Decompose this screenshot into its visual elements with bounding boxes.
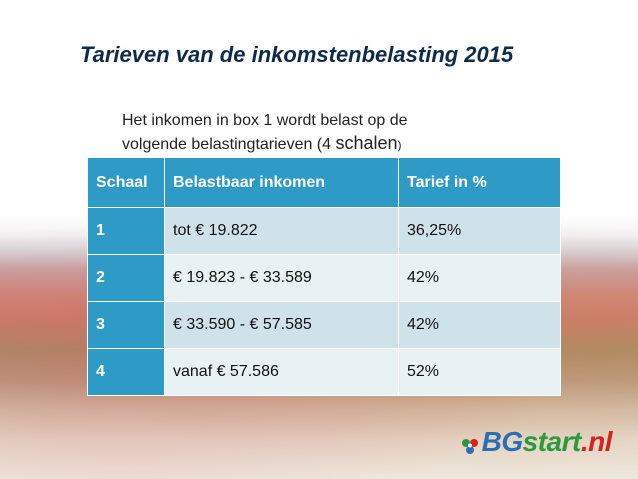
cell-tarief: 42%: [398, 301, 561, 349]
logo-text-bg: BG: [481, 426, 524, 457]
table-row: 3 € 33.590 - € 57.585 42%: [87, 301, 561, 349]
cell-schaal: 2: [87, 254, 165, 302]
bgstart-logo: BG start .nl: [460, 423, 613, 461]
subtitle-line-2: volgende belastingtarieven (4 schalen): [122, 132, 542, 156]
tax-rate-table: Schaal Belastbaar inkomen Tarief in % 1 …: [87, 157, 561, 396]
header-tarief: Tarief in %: [398, 157, 561, 208]
logo-text-start: start: [522, 426, 582, 457]
cell-schaal: 4: [87, 348, 165, 396]
subtitle-line-2-suffix: ): [397, 138, 402, 152]
table-row: 1 tot € 19.822 36,25%: [87, 207, 561, 255]
cell-tarief: 36,25%: [398, 207, 561, 255]
cell-inkomen: € 19.823 - € 33.589: [164, 254, 399, 302]
cell-inkomen: € 33.590 - € 57.585: [164, 301, 399, 349]
table-row: 2 € 19.823 - € 33.589 42%: [87, 254, 561, 302]
cell-schaal: 1: [87, 207, 165, 255]
table-row: 4 vanaf € 57.586 52%: [87, 348, 561, 396]
flower-logo-icon: [460, 432, 480, 454]
cell-schaal: 3: [87, 301, 165, 349]
subtitle-line-2-prefix: volgende belastingtarieven (4: [122, 136, 336, 153]
header-schaal: Schaal: [87, 157, 165, 208]
logo-text-nl: .nl: [580, 426, 613, 457]
slide-subtitle: Het inkomen in box 1 wordt belast op de …: [122, 110, 542, 156]
subtitle-emphasis: schalen: [335, 133, 398, 153]
slide-title: Tarieven van de inkomstenbelasting 2015: [80, 42, 514, 67]
subtitle-line-1: Het inkomen in box 1 wordt belast op de: [122, 112, 408, 129]
table-header-row: Schaal Belastbaar inkomen Tarief in %: [87, 157, 561, 208]
cell-inkomen: vanaf € 57.586: [164, 348, 399, 396]
cell-inkomen: tot € 19.822: [164, 207, 399, 255]
header-belastbaar-inkomen: Belastbaar inkomen: [164, 157, 399, 208]
cell-tarief: 52%: [398, 348, 561, 396]
cell-tarief: 42%: [398, 254, 561, 302]
